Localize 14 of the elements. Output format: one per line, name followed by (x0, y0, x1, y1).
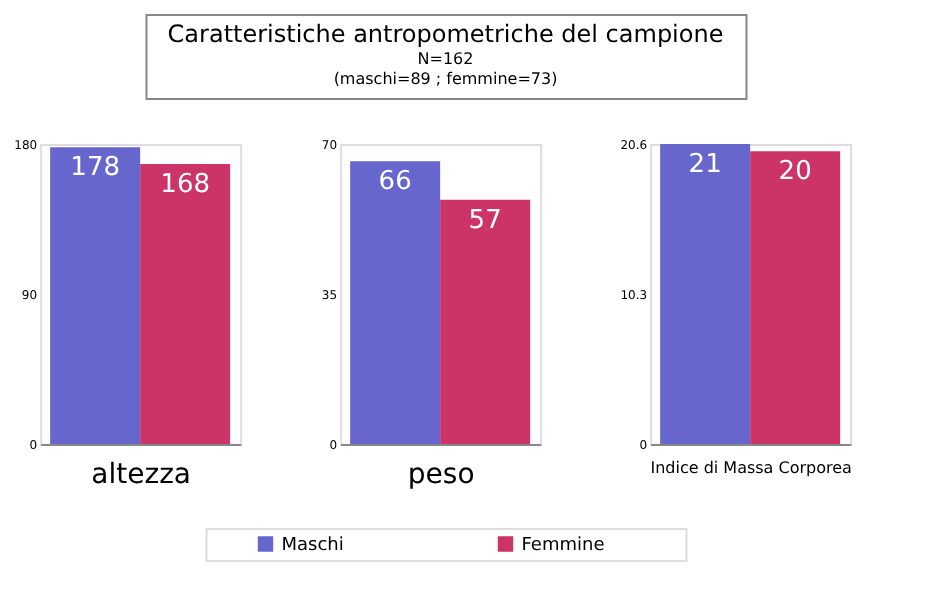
x-axis-title: Indice di Massa Corporea (650, 459, 853, 477)
text: Caratteristiche antropometriche del campione (167, 20, 724, 48)
data-label: 21 (688, 150, 722, 180)
data-label: 178 (70, 153, 120, 184)
legend-label: Maschi (281, 536, 344, 556)
x-axis-title: altezza (91, 459, 192, 491)
text: N=162 (417, 50, 474, 68)
data-label: 66 (378, 167, 412, 198)
legend-label: Femmine (521, 536, 606, 556)
x-axis-title: peso (407, 459, 475, 491)
data-label: 20 (778, 157, 812, 188)
data-label: 168 (160, 170, 210, 200)
data-label: 57 (468, 205, 502, 236)
text: (maschi=89 ; femmine=73) (333, 70, 558, 88)
